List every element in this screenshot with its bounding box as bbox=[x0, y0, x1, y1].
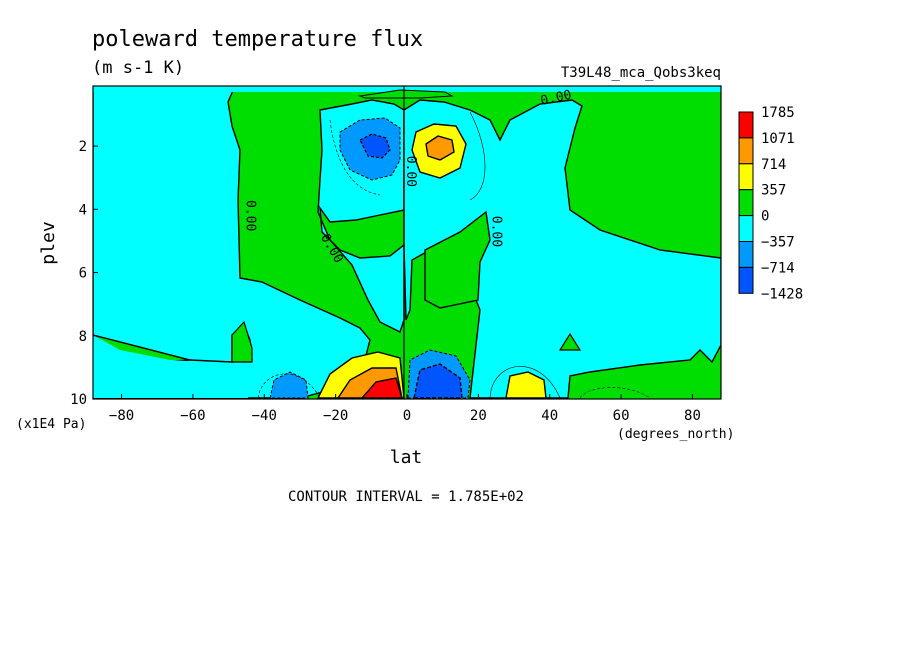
y-axis-label: plev bbox=[38, 221, 59, 264]
y-tick-label-2: 6 bbox=[79, 266, 87, 282]
x-tick-label-2: −40 bbox=[252, 408, 277, 424]
contour-label-4: 0.00 bbox=[489, 216, 504, 247]
colorbar-swatch-4 bbox=[738, 215, 754, 243]
y-tick-label-3: 8 bbox=[79, 329, 87, 345]
colorbar-swatch-5 bbox=[738, 241, 754, 268]
colorbar-swatch-1 bbox=[738, 137, 754, 165]
x-tick-label-3: −20 bbox=[323, 408, 348, 424]
colorbar-swatch-3 bbox=[738, 189, 754, 217]
contour-field bbox=[93, 86, 721, 399]
colorbar-label-7: −1428 bbox=[761, 286, 803, 302]
colorbar-label-4: 0 bbox=[761, 209, 769, 225]
field-positive-islet-south bbox=[231, 320, 253, 363]
y-tick-label-1: 4 bbox=[79, 202, 87, 218]
contour-label-0: 0.00 bbox=[539, 88, 573, 109]
x-tick-label-6: 40 bbox=[541, 408, 558, 424]
colorbar-label-2: 714 bbox=[761, 157, 786, 173]
colorbar-swatch-0 bbox=[738, 111, 754, 139]
x-tick-label-0: −80 bbox=[109, 408, 134, 424]
colorbar-swatch-6 bbox=[738, 266, 754, 294]
x-tick-label-8: 80 bbox=[684, 408, 701, 424]
y-tick-label-4: 10 bbox=[70, 392, 87, 408]
field-negative-south-fill bbox=[93, 335, 250, 398]
x-tick-label-7: 60 bbox=[613, 408, 630, 424]
field-positive-islet-north bbox=[558, 332, 582, 351]
y-tick-label-0: 2 bbox=[79, 139, 87, 155]
contour-interval-note: CONTOUR INTERVAL = 1.785E+02 bbox=[288, 489, 524, 505]
contour-line-upper-north bbox=[469, 111, 486, 201]
y-units-label: (x1E4 Pa) bbox=[16, 417, 86, 432]
colorbar-label-0: 1785 bbox=[761, 105, 795, 121]
contour-line-dashed-north bbox=[579, 387, 651, 399]
blob-negative-upper-core bbox=[359, 133, 391, 159]
blob-positive-lower-core bbox=[360, 377, 403, 399]
colorbar-label-5: −357 bbox=[761, 235, 795, 251]
contour-label-2: 0.00 bbox=[242, 200, 257, 231]
chart-title: poleward temperature flux bbox=[92, 27, 423, 52]
dataset-label: T39L48_mca_Qobs3keq bbox=[561, 65, 721, 81]
colorbar-label-1: 1071 bbox=[761, 131, 795, 147]
contour-line-north bbox=[489, 366, 561, 399]
contour-label-1: 0.00 bbox=[403, 156, 418, 187]
contour-line-upper-south bbox=[329, 119, 381, 196]
colorbar-label-6: −714 bbox=[761, 260, 795, 276]
x-tick-label-5: 20 bbox=[470, 408, 487, 424]
x-units-label: (degrees_north) bbox=[617, 427, 734, 442]
colorbar-swatch-2 bbox=[738, 163, 754, 191]
x-tick-label-1: −60 bbox=[180, 408, 205, 424]
y-axis: 2 4 6 8 10 bbox=[70, 139, 98, 408]
blob-positive-upper-core bbox=[425, 135, 455, 161]
contour-line-dashed-south bbox=[257, 373, 321, 399]
field-top-islet bbox=[358, 89, 454, 99]
blob-negative-lower-core bbox=[413, 363, 463, 399]
blob-negative-south-surface bbox=[269, 371, 309, 399]
x-axis: −80 −60 −40 −20 0 20 40 60 80 bbox=[109, 394, 701, 424]
blob-positive-north-surface bbox=[505, 371, 547, 399]
field-positive-central-north bbox=[424, 210, 491, 309]
chart-units: (m s-1 K) bbox=[92, 58, 184, 78]
colorbar: 1785 1071 714 357 0 −357 −714 −1428 bbox=[738, 105, 803, 302]
x-axis-label: lat bbox=[390, 447, 423, 468]
colorbar-label-3: 357 bbox=[761, 183, 786, 199]
field-top-strip bbox=[93, 86, 721, 92]
x-tick-label-4: 0 bbox=[403, 408, 411, 424]
